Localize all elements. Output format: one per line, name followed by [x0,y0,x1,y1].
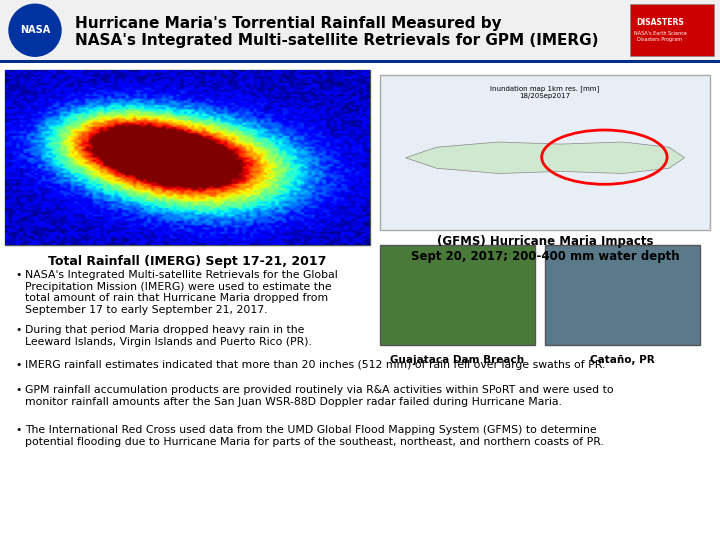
Text: Inundation map 1km res. [mm]
18/20Sep2017: Inundation map 1km res. [mm] 18/20Sep201… [490,85,600,99]
Text: •: • [15,360,22,370]
Text: Cataño, PR: Cataño, PR [590,355,655,365]
Bar [380,245,535,345]
Bar [110,235,128,243]
Text: Total Rainfall (IMERG) Sept 17-21, 2017: Total Rainfall (IMERG) Sept 17-21, 2017 [48,255,327,268]
Bar [130,235,148,243]
Bar [380,75,710,230]
Bar [90,235,108,243]
Text: (GFMS) Hurricane Maria Impacts
Sept 20, 2017; 200-400 mm water depth: (GFMS) Hurricane Maria Impacts Sept 20, … [410,235,679,263]
Text: •: • [15,425,22,435]
Bar [0,60,720,64]
Text: DISASTERS: DISASTERS [636,18,684,27]
Circle shape [9,4,61,56]
Polygon shape [405,142,685,173]
Bar [5,70,370,245]
Bar [5,220,370,245]
Text: GPM rainfall accumulation products are provided routinely via R&A activities wit: GPM rainfall accumulation products are p… [25,385,613,407]
Text: •: • [15,385,22,395]
Bar [70,235,88,243]
Text: Total Rain (IMERG) September 17-21, 2017: Total Rain (IMERG) September 17-21, 2017 [10,231,128,235]
Text: During that period Maria dropped heavy rain in the
Leeward Islands, Virgin Islan: During that period Maria dropped heavy r… [25,325,312,347]
Bar [0,0,720,60]
Text: NASA: NASA [20,25,50,35]
Text: NASA's Earth Science
Disasters Program: NASA's Earth Science Disasters Program [634,31,686,42]
Text: Hurricane Maria's Torrential Rainfall Measured by: Hurricane Maria's Torrential Rainfall Me… [75,16,502,31]
Bar [30,235,48,243]
Text: Guajataca Dam Breach: Guajataca Dam Breach [390,355,525,365]
Text: IMERG rainfall estimates indicated that more than 20 inches (512 mm) of rain fel: IMERG rainfall estimates indicated that … [25,360,606,370]
Text: The International Red Cross used data from the UMD Global Flood Mapping System (: The International Red Cross used data fr… [25,425,604,447]
Text: NASA's Integrated Multi-satellite Retrievals for GPM (IMERG): NASA's Integrated Multi-satellite Retrie… [75,33,598,48]
Bar [630,4,714,57]
Bar [545,245,700,345]
Text: •: • [15,270,22,280]
Bar [10,235,28,243]
Text: NASA's Integrated Multi-satellite Retrievals for the Global
Precipitation Missio: NASA's Integrated Multi-satellite Retrie… [25,270,338,315]
Bar [150,235,168,243]
Text: •: • [15,325,22,335]
Bar [50,235,68,243]
